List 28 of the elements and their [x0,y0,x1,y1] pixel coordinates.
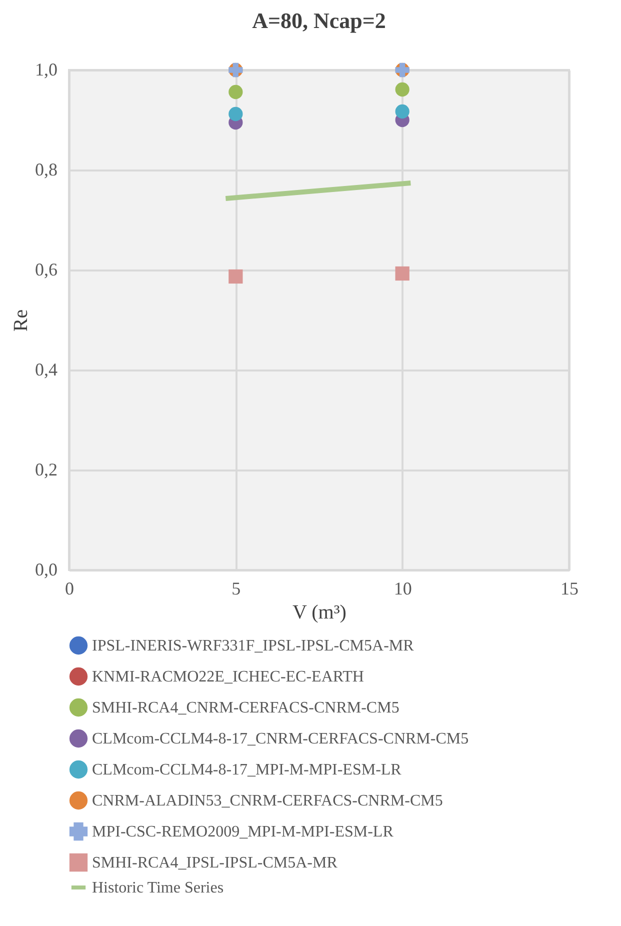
y-axis-title: Re [10,309,32,332]
y-tick-label: 0,6 [35,260,58,280]
legend-label: CNRM-ALADIN53_CNRM-CERFACS-CNRM-CM5 [92,792,443,810]
legend-label: SMHI-RCA4_CNRM-CERFACS-CNRM-CM5 [92,700,400,716]
x-tick-label: 5 [232,578,241,598]
legend-label: SMHI-RCA4_IPSL-IPSL-CM5A-MR [92,854,338,872]
x-tick-label: 0 [65,578,74,598]
legend-label: CLMcom-CCLM4-8-17_MPI-M-MPI-ESM-LR [92,762,402,778]
point [395,104,410,119]
y-tick-label: 0,0 [35,560,58,580]
legend-label: Historic Time Series [92,880,224,896]
x-tick-label: 10 [394,578,412,598]
chart-title: A=80, Ncap=2 [252,8,386,33]
y-tick-label: 0,4 [35,360,58,380]
point [228,106,243,122]
y-tick-label: 1,0 [35,60,58,80]
point [228,84,243,100]
point [395,266,410,281]
legend-label: CLMcom-CCLM4-8-17_CNRM-CERFACS-CNRM-CM5 [92,730,469,748]
x-axis-title: V (m³) [292,602,346,624]
y-tick-label: 0,2 [35,460,58,480]
legend-label: KNMI-RACMO22E_ICHEC-EC-EARTH [92,668,364,686]
point [395,82,410,97]
y-tick-label: 0,8 [35,160,58,180]
legend-label: IPSL-INERIS-WRF331F_IPSL-IPSL-CM5A-MR [92,638,414,654]
x-tick-label: 15 [560,578,578,598]
point [228,269,243,284]
legend-label: MPI-CSC-REMO2009_MPI-M-MPI-ESM-LR [92,824,394,840]
